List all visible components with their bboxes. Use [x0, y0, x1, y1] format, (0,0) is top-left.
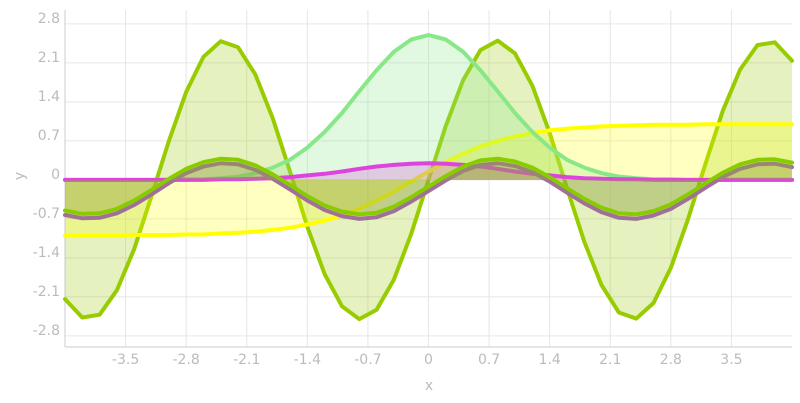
- x-tick-label: 2.1: [599, 352, 621, 368]
- area-fill: [65, 124, 792, 236]
- y-tick-label: 0: [51, 167, 60, 183]
- area-fill: [65, 35, 792, 180]
- y-tick-label: 2.8: [38, 11, 60, 27]
- y-tick-label: 1.4: [38, 89, 60, 105]
- x-tick-label: 2.8: [660, 352, 682, 368]
- x-tick-label: -0.7: [354, 352, 381, 368]
- x-tick-label: 1.4: [539, 352, 561, 368]
- x-tick-label: -1.4: [294, 352, 321, 368]
- series-line: [63, 161, 794, 221]
- x-tick-label: -2.8: [173, 352, 200, 368]
- x-tick-label: -2.1: [233, 352, 260, 368]
- area-fill: [65, 163, 792, 219]
- y-tick-label: -2.1: [33, 284, 60, 300]
- y-tick-label: -0.7: [33, 206, 60, 222]
- series-line: [63, 161, 794, 182]
- y-tick-label: 2.1: [38, 50, 60, 66]
- x-tick-label: -3.5: [112, 352, 139, 368]
- x-tick-label: 0.7: [478, 352, 500, 368]
- series-line: [63, 38, 794, 322]
- area-fill: [65, 163, 792, 180]
- series-line: [63, 156, 794, 217]
- y-tick-label: -1.4: [33, 245, 60, 261]
- area-fill: [65, 40, 792, 320]
- x-tick-label: 0: [424, 352, 433, 368]
- y-tick-label: -2.8: [33, 323, 60, 339]
- x-tick-label: 3.5: [720, 352, 742, 368]
- y-tick-label: 0.7: [38, 128, 60, 144]
- y-axis-label: y: [12, 172, 28, 180]
- x-axis-label: x: [425, 378, 433, 394]
- series-line: [63, 122, 794, 238]
